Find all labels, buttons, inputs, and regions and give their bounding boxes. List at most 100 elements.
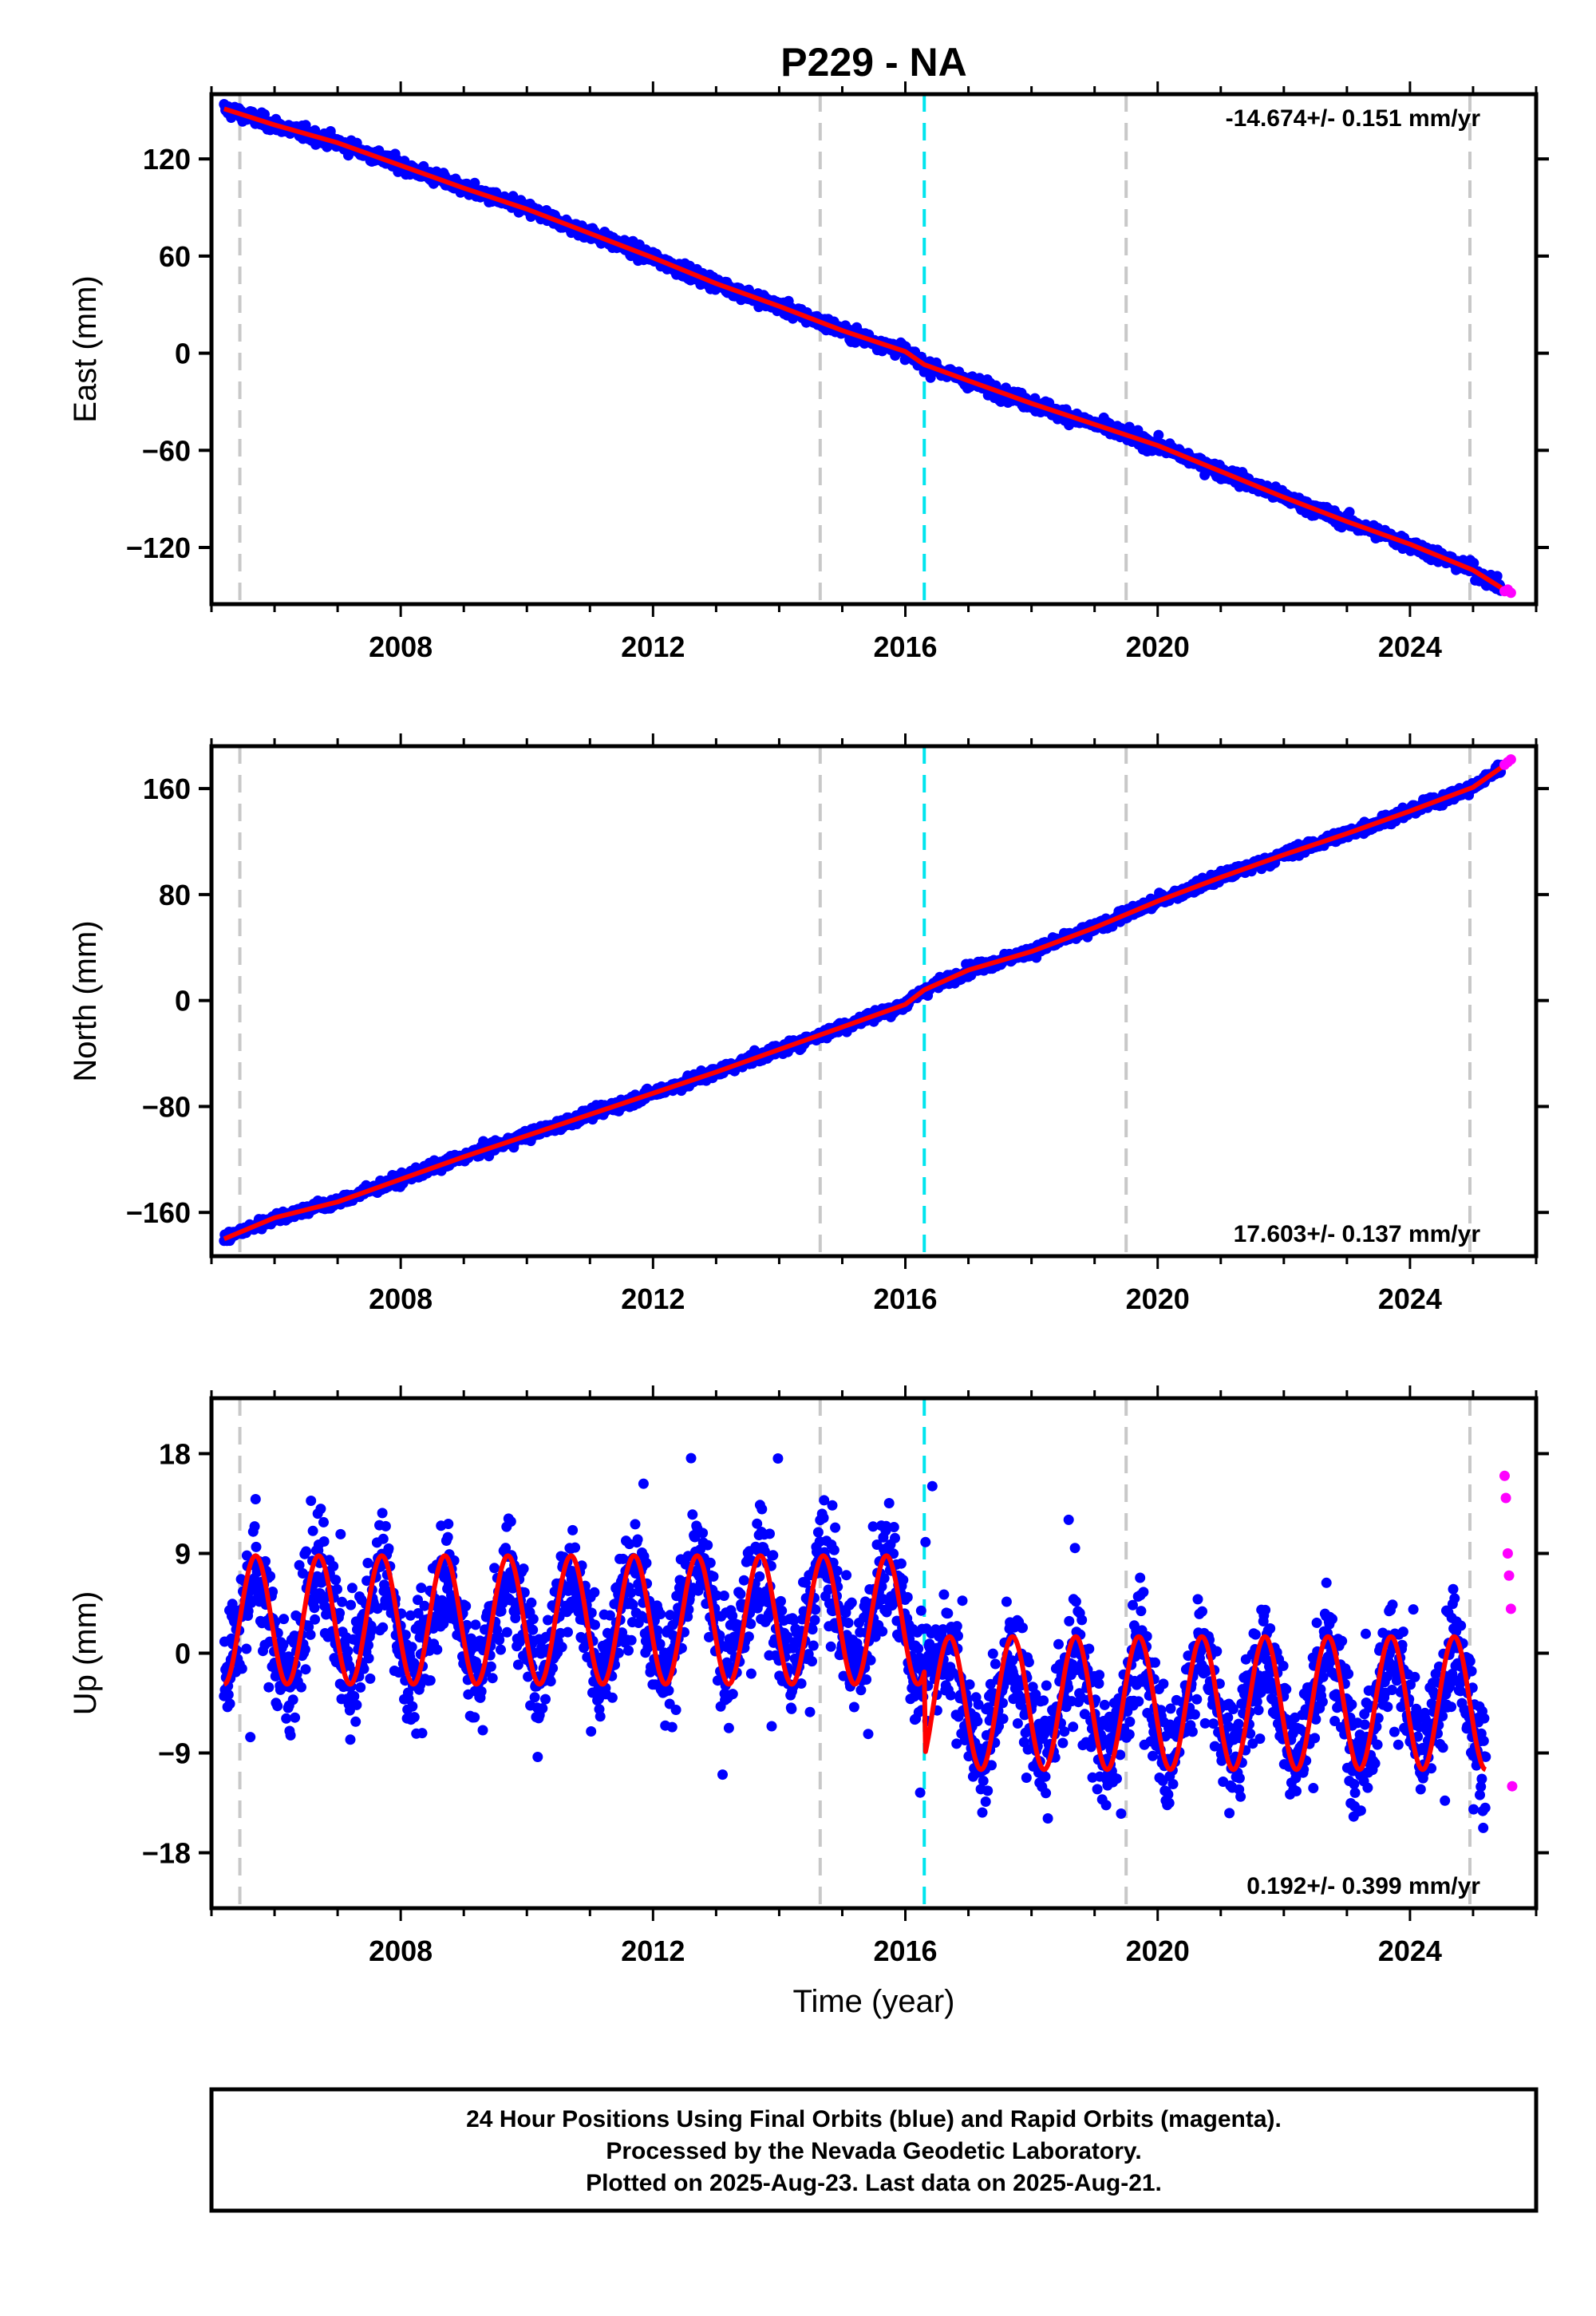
up-point [476,1686,487,1697]
up-point [745,1618,757,1630]
up-point [406,1642,417,1653]
up-point [654,1638,666,1650]
east-xtick-label: 2016 [873,630,937,663]
up-point [689,1531,701,1543]
up-point [705,1557,716,1568]
up-point [652,1625,663,1636]
up-point [627,1599,638,1611]
up-point [586,1726,597,1737]
up-point [267,1587,279,1597]
up-point [342,1646,354,1657]
up-point [425,1675,436,1686]
up-point [250,1494,261,1504]
up-point [718,1591,729,1601]
up-point [346,1583,358,1594]
up-point [808,1640,819,1651]
up-point [776,1595,786,1607]
up-point [772,1453,784,1464]
up-point [469,1712,480,1723]
up-point [245,1732,256,1743]
up-point [349,1690,360,1701]
up-point [442,1531,453,1543]
up-point [265,1571,276,1582]
up-point [804,1706,816,1717]
up-point [752,1518,763,1529]
up-point [285,1729,296,1741]
up-point [377,1622,389,1633]
up-point [757,1504,768,1515]
up-point [278,1639,289,1650]
up-point [796,1678,807,1689]
up-point [809,1614,820,1626]
up-point [697,1528,709,1539]
up-point [687,1509,698,1520]
up-point [355,1682,366,1693]
up-point [281,1713,292,1724]
up-point [246,1597,257,1608]
north-ytick-label: 80 [159,879,191,911]
up-point [776,1605,788,1616]
up-point [318,1516,329,1528]
up-point [377,1508,388,1519]
up-point [296,1682,306,1693]
up-point [666,1721,678,1733]
up-point [305,1629,316,1640]
up-point [443,1519,454,1529]
up-point [287,1694,298,1705]
up-point [708,1571,719,1582]
up-point [227,1599,238,1610]
up-point [400,1630,411,1641]
up-point [745,1668,757,1679]
up-point [243,1606,254,1617]
north-ytick-label: 160 [143,773,191,805]
east-point [1491,571,1503,582]
up-point [496,1606,507,1617]
up-point [807,1656,817,1667]
up-point [711,1590,722,1601]
up-point [604,1610,615,1621]
up-point [638,1478,649,1489]
up-point [505,1516,516,1527]
up-point [301,1546,312,1557]
up-point [754,1571,765,1582]
up-point [337,1596,348,1607]
east-ytick-label: −120 [126,532,191,564]
up-point [350,1716,361,1727]
east-ytick-label: −60 [142,434,191,467]
up-point [241,1643,252,1654]
up-point [590,1619,600,1630]
up-point [409,1712,420,1723]
up-point [788,1614,800,1626]
up-point [310,1614,321,1625]
up-point [537,1703,548,1714]
up-point [570,1542,581,1553]
up-point [523,1671,534,1682]
up-point [383,1543,394,1554]
up-point [510,1613,521,1623]
east-ytick-label: 60 [159,240,191,273]
up-point [727,1689,738,1700]
up-point [487,1673,498,1684]
up-point [413,1595,423,1606]
up-point [540,1694,551,1705]
east-ytick-label: 0 [175,338,191,370]
up-point [641,1558,652,1568]
up-point [567,1524,579,1535]
up-point [485,1661,496,1672]
up-point [335,1528,346,1539]
east-xtick-label: 2020 [1126,630,1190,663]
up-point [526,1597,537,1608]
east-frame [209,92,1539,607]
up-point [365,1673,376,1684]
east-xtick-label: 2008 [369,630,433,663]
up-point [332,1583,342,1595]
up-point [407,1701,418,1712]
up-point [345,1734,356,1745]
up-point [416,1583,427,1594]
east-xtick-label: 2024 [1378,630,1442,663]
up-point [626,1587,637,1599]
east-point [1468,558,1479,568]
up-point [363,1653,374,1664]
up-point [315,1504,326,1515]
